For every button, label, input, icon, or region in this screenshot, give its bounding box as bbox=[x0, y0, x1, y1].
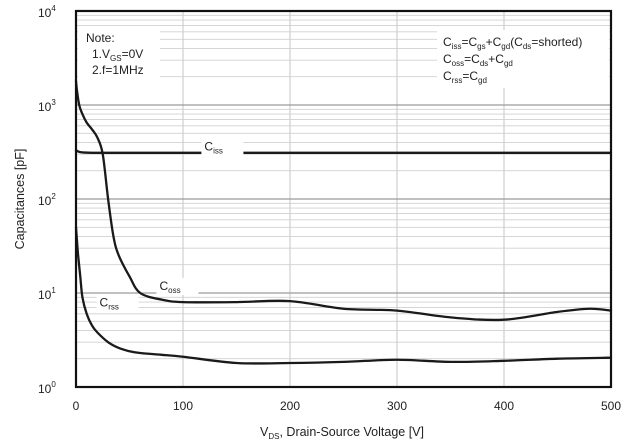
y-axis-label: Capacitances [pF] bbox=[13, 149, 27, 250]
series-label-crss: Crss bbox=[100, 295, 119, 311]
y-tick-exponent: 1 bbox=[51, 286, 56, 295]
y-tick-base: 10 bbox=[38, 382, 52, 396]
formula-subscript: gd bbox=[501, 42, 510, 51]
formula-line: Ciss=Cgs+Cgd(Cds=shorted) bbox=[443, 35, 582, 51]
formula-subscript: ds bbox=[523, 42, 531, 51]
grid-lines bbox=[76, 11, 611, 387]
note-line: 1.VGS=0V bbox=[92, 47, 143, 63]
note-text: =0V bbox=[122, 47, 144, 61]
formula-subscript: gs bbox=[477, 42, 485, 51]
y-tick-base: 10 bbox=[38, 100, 52, 114]
formula-line: Crss=Cgd bbox=[443, 69, 487, 85]
formula-text: =C bbox=[464, 52, 480, 66]
curves bbox=[74, 79, 613, 365]
y-tick-exponent: 3 bbox=[51, 98, 56, 107]
x-tick-labels: 0 100 200 300 400 500 bbox=[73, 399, 622, 413]
note-subscript: GS bbox=[110, 54, 122, 63]
y-tick-base: 10 bbox=[38, 288, 52, 302]
series-ciss-line bbox=[74, 149, 613, 154]
note-line: 2.f=1MHz bbox=[92, 63, 144, 77]
x-tick-label: 0 bbox=[73, 399, 80, 413]
x-tick-label: 100 bbox=[173, 399, 193, 413]
formula-text: C bbox=[443, 35, 452, 49]
y-tick-label: 100 bbox=[38, 380, 56, 396]
x-axis-label-prefix: V bbox=[260, 425, 269, 439]
y-tick-label: 101 bbox=[38, 286, 56, 302]
y-tick-label: 102 bbox=[38, 192, 56, 208]
formula-box: Ciss=Cgs+Cgd(Cds=shorted)Coss=Cds+CgdCrs… bbox=[437, 30, 609, 88]
series-label-subscript: oss bbox=[168, 286, 180, 295]
y-tick-exponent: 2 bbox=[51, 192, 56, 201]
formula-text: +C bbox=[488, 52, 504, 66]
y-tick-exponent: 4 bbox=[51, 4, 56, 13]
series-label-bg bbox=[156, 277, 199, 295]
formula-subscript: iss bbox=[452, 42, 462, 51]
formula-subscript: gd bbox=[478, 76, 487, 85]
note-text: 1.V bbox=[92, 47, 110, 61]
formula-subscript: ds bbox=[480, 59, 488, 68]
formula-subscript: rss bbox=[452, 76, 463, 85]
x-axis-label-subscript: DS bbox=[268, 432, 279, 441]
x-tick-label: 300 bbox=[387, 399, 407, 413]
series-coss-line bbox=[74, 79, 613, 322]
series-crss-line bbox=[74, 226, 613, 365]
series-label-bg bbox=[96, 294, 139, 312]
x-tick-label: 500 bbox=[601, 399, 621, 413]
x-axis-label: VDS, Drain-Source Voltage [V] bbox=[260, 425, 424, 441]
formula-text: =C bbox=[461, 35, 477, 49]
series-label-subscript: iss bbox=[213, 146, 223, 155]
formula-text: C bbox=[443, 69, 452, 83]
formula-subscript: oss bbox=[452, 59, 464, 68]
note-text: 2.f=1MHz bbox=[92, 63, 144, 77]
x-tick-label: 400 bbox=[494, 399, 514, 413]
formula-subscript: gd bbox=[504, 59, 513, 68]
y-tick-exponent: 0 bbox=[51, 380, 56, 389]
formula-line: Coss=Cds+Cgd bbox=[443, 52, 513, 68]
formula-text: (C bbox=[510, 35, 523, 49]
series-label-bg bbox=[201, 138, 244, 156]
note-title: Note: bbox=[86, 31, 115, 45]
series-label-main: C bbox=[204, 139, 213, 153]
formula-background bbox=[437, 30, 609, 88]
y-tick-base: 10 bbox=[38, 6, 52, 20]
series-label-subscript: rss bbox=[108, 302, 119, 311]
series-label-main: C bbox=[159, 279, 168, 293]
series-label-ciss: Ciss bbox=[204, 139, 222, 155]
formula-text: +C bbox=[486, 35, 502, 49]
formula-text: C bbox=[443, 52, 452, 66]
x-axis-label-suffix: , Drain-Source Voltage [V] bbox=[279, 425, 424, 439]
x-tick-label: 200 bbox=[280, 399, 300, 413]
note-box: Note:1.VGS=0V2.f=1MHz bbox=[78, 27, 160, 84]
y-tick-label: 103 bbox=[38, 98, 56, 114]
series-label-coss: Coss bbox=[159, 279, 180, 295]
y-tick-base: 10 bbox=[38, 194, 52, 208]
plot-frame bbox=[74, 9, 613, 389]
formula-text: =C bbox=[462, 69, 478, 83]
formula-text: =shorted) bbox=[531, 35, 582, 49]
y-tick-label: 104 bbox=[38, 4, 56, 20]
note-background bbox=[78, 27, 160, 84]
series-label-main: C bbox=[100, 295, 109, 309]
